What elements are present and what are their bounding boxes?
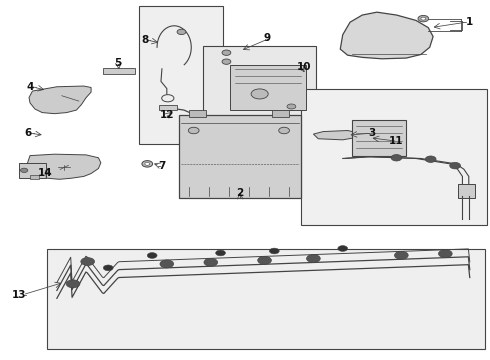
Ellipse shape [81,258,95,265]
Polygon shape [314,131,357,140]
Text: 12: 12 [160,111,174,121]
Text: 13: 13 [12,290,26,300]
Ellipse shape [204,258,218,266]
Bar [272,110,289,117]
Polygon shape [27,154,101,179]
Bar [139,6,223,144]
Ellipse shape [188,127,199,134]
Ellipse shape [418,15,429,22]
Ellipse shape [307,255,320,262]
Ellipse shape [270,248,279,254]
Polygon shape [29,86,91,114]
Bar [352,120,406,156]
Text: 11: 11 [389,136,404,145]
Text: 4: 4 [26,82,34,92]
Ellipse shape [66,280,80,288]
Text: 2: 2 [237,188,244,198]
Ellipse shape [142,161,153,167]
Bar [30,175,39,179]
Ellipse shape [216,250,225,256]
Bar [203,45,316,164]
Ellipse shape [145,162,150,165]
Text: 14: 14 [37,168,52,178]
Ellipse shape [287,104,296,109]
Text: 10: 10 [296,62,311,72]
Ellipse shape [338,246,347,251]
Ellipse shape [103,265,113,271]
Bar [230,65,306,110]
Text: 6: 6 [24,129,31,138]
Text: 3: 3 [368,129,376,138]
Ellipse shape [391,154,402,161]
Text: 5: 5 [114,58,122,68]
Ellipse shape [394,251,408,259]
Text: 8: 8 [141,35,148,45]
Bar [189,110,206,117]
Ellipse shape [421,17,426,20]
Ellipse shape [450,162,461,169]
Ellipse shape [21,168,28,172]
Bar [19,163,46,178]
Ellipse shape [147,253,157,258]
Ellipse shape [177,29,186,35]
Ellipse shape [258,256,271,264]
Bar [47,249,486,348]
Bar [103,68,135,74]
Bar [179,116,301,198]
Ellipse shape [222,59,231,64]
Bar [159,105,176,110]
Polygon shape [340,12,433,59]
Text: 1: 1 [466,17,473,27]
Ellipse shape [425,156,436,162]
Ellipse shape [279,127,290,134]
Text: 9: 9 [264,33,270,43]
Bar [458,184,475,198]
Ellipse shape [251,89,268,99]
Text: 7: 7 [158,161,166,171]
Ellipse shape [160,260,173,268]
Ellipse shape [439,250,452,258]
Bar [301,89,487,225]
Ellipse shape [222,50,231,55]
